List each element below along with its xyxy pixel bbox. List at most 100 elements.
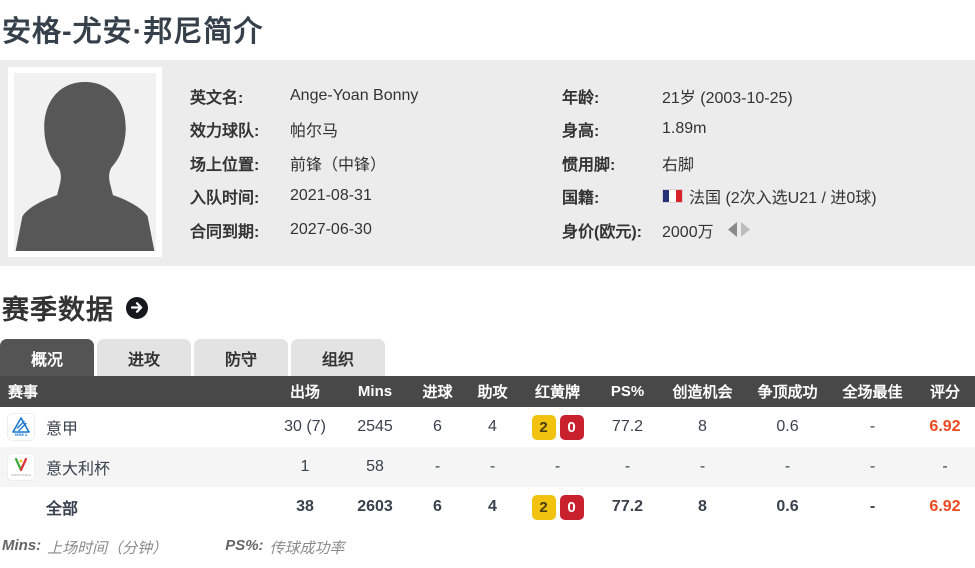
cell-goals: 6 [433,498,442,515]
info-row-nationality: 国籍: 法国 (2次入选U21 / 进0球) [562,180,967,214]
field-value: 右脚 [662,156,695,174]
legend-desc: 上场时间（分钟） [47,540,168,557]
col-motm: 全场最佳 [830,376,915,407]
player-silhouette-icon [14,73,156,251]
field-value: 2000万 [662,218,750,242]
cell-aerials: 0.6 [776,498,799,515]
table-row-coppa-italia: COPPA ITALIA 意大利杯 1 58 - - - - - - - - [0,447,975,487]
profile-info-left: 英文名: Ange-Yoan Bonny 效力球队: 帕尔马 场上位置: 前锋（… [190,79,562,259]
info-row-contract-until: 合同到期: 2027-06-30 [190,213,562,247]
field-value: Ange-Yoan Bonny [290,86,419,104]
page-title: 安格-尤安·邦尼简介 [2,16,264,48]
competition-name: 全部 [46,501,79,518]
cell-aerials: 0.6 [776,418,799,435]
info-row-preferred-foot: 惯用脚: 右脚 [562,146,967,180]
col-competition: 赛事 [0,376,270,407]
cell-assists: 4 [488,418,497,435]
cell-mins: 2545 [357,418,393,435]
cell-rating: 6.92 [929,418,961,435]
circle-arrow-right-icon[interactable] [126,296,148,319]
cell-ps-pct: 77.2 [611,498,644,515]
col-assists: 助攻 [465,376,520,407]
cell-ps-pct: 77.2 [611,418,644,435]
field-label: 英文名: [190,89,244,107]
cell-mins: 58 [366,458,384,475]
field-label: 惯用脚: [562,156,616,174]
section-title: 赛季数据 [2,295,114,325]
info-row-joined: 入队时间: 2021-08-31 [190,180,562,214]
legend-term: PS%: [225,537,264,554]
cell-rating: - [942,458,948,475]
tab-organization[interactable]: 组织 [291,339,385,376]
col-cards: 红黄牌 [520,376,595,407]
legend-term: Mins: [2,537,42,554]
season-stats-table: 赛事 出场 Mins 进球 助攻 红黄牌 PS% 创造机会 争顶成功 全场最佳 … [0,376,975,527]
svg-text:SERIE A: SERIE A [15,433,28,437]
red-card-badge: 0 [559,414,584,440]
cell-ps-pct: - [624,458,631,475]
field-label: 年龄: [562,89,600,107]
france-flag-icon [662,189,683,204]
table-header-row: 赛事 出场 Mins 进球 助攻 红黄牌 PS% 创造机会 争顶成功 全场最佳 … [0,376,975,407]
season-stats-tabs: 概况 进攻 防守 组织 [0,339,975,376]
cell-motm: - [869,458,876,475]
tab-overview[interactable]: 概况 [0,339,94,376]
competition-name[interactable]: 意甲 [46,421,79,438]
field-label: 身高: [562,123,600,141]
col-chances-created: 创造机会 [660,376,745,407]
cell-aerials: - [784,458,791,475]
cell-apps: 1 [300,458,310,475]
profile-info: 英文名: Ange-Yoan Bonny 效力球队: 帕尔马 场上位置: 前锋（… [162,67,967,259]
cell-goals: 6 [433,418,442,435]
field-label: 身价(欧元): [562,223,642,241]
tab-defense[interactable]: 防守 [194,339,288,376]
info-row-age: 年龄: 21岁 (2003-10-25) [562,79,967,113]
cell-motm: - [869,418,876,435]
svg-text:COPPA ITALIA: COPPA ITALIA [11,473,31,477]
field-value: 2027-06-30 [290,220,372,238]
legend-desc: 传球成功率 [269,540,345,557]
cell-chances: - [699,458,706,475]
field-label: 效力球队: [190,123,260,141]
season-data-section-header: 赛季数据 [0,266,975,339]
info-row-market-value: 身价(欧元): 2000万 [562,213,967,247]
cell-mins: 2603 [357,498,393,515]
tab-attack[interactable]: 进攻 [97,339,191,376]
cell-assists: - [489,458,496,475]
cell-chances: 8 [698,498,707,515]
market-value-trend-icon[interactable] [727,222,750,238]
field-value: 前锋（中锋） [290,156,387,174]
col-goals: 进球 [410,376,465,407]
col-ps-pct: PS% [595,376,660,407]
field-value: 法国 (2次入选U21 / 进0球) [662,184,877,208]
col-aerials-won: 争顶成功 [745,376,830,407]
yellow-card-badge: 2 [531,494,556,520]
competition-name[interactable]: 意大利杯 [46,461,111,478]
field-label: 入队时间: [190,190,260,208]
yellow-card-badge: 2 [531,414,556,440]
cell-goals: - [434,458,441,475]
cell-chances: 8 [698,418,707,435]
cell-apps: 38 [296,498,314,515]
col-appearances: 出场 [270,376,340,407]
field-label: 国籍: [562,190,600,208]
col-rating: 评分 [915,376,975,407]
red-card-badge: 0 [559,494,584,520]
info-row-english-name: 英文名: Ange-Yoan Bonny [190,79,562,113]
field-label: 场上位置: [190,156,260,174]
cell-motm: - [869,498,876,515]
info-row-height: 身高: 1.89m [562,113,967,147]
field-value: 1.89m [662,120,707,138]
col-mins: Mins [340,376,410,407]
field-value: 2021-08-31 [290,187,372,205]
market-value-text: 2000万 [662,223,714,241]
profile-card: 英文名: Ange-Yoan Bonny 效力球队: 帕尔马 场上位置: 前锋（… [0,60,975,266]
cell-apps: 30 (7) [284,418,326,435]
serie-a-logo-icon: SERIE A [8,414,34,440]
cell-assists: 4 [488,498,497,515]
field-value: 帕尔马 [290,123,339,141]
